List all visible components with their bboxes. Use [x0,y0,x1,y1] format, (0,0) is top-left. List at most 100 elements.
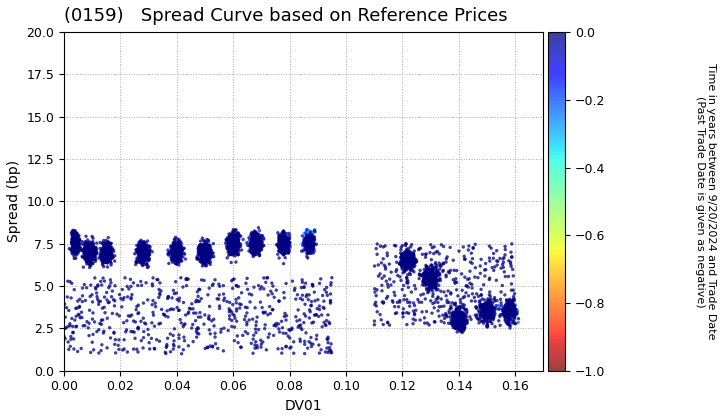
Point [100,249,112,256]
Point [457,294,469,301]
Point [169,252,181,258]
Point [283,239,294,246]
Point [167,251,179,257]
Point [138,256,149,263]
Point [451,307,462,314]
Point [97,251,109,257]
Point [227,239,238,246]
Point [86,252,98,259]
Point [487,304,498,311]
Point [282,244,293,251]
Point [479,304,490,310]
Point [454,316,465,323]
Point [275,242,287,249]
Point [71,244,83,250]
Point [429,280,441,286]
Point [421,275,433,282]
Point [451,324,463,331]
Point [199,250,210,257]
Point [66,233,78,239]
Point [449,320,460,326]
Point [483,314,495,320]
Point [480,307,492,313]
Point [169,246,181,252]
Point [400,259,412,265]
Point [253,248,265,255]
Point [131,259,143,266]
Point [100,249,112,255]
Point [420,308,432,315]
Point [233,240,245,247]
Point [134,257,145,263]
Point [226,237,238,244]
Point [230,238,241,245]
Point [401,255,413,262]
Point [278,244,289,251]
Point [99,240,110,247]
Point [429,271,441,278]
Point [104,249,116,255]
Point [276,246,288,252]
Point [138,253,150,260]
Point [454,318,465,325]
Point [197,245,209,252]
Point [421,268,433,275]
Point [426,270,437,277]
Point [226,247,238,253]
Point [224,240,235,247]
Point [450,307,462,313]
Point [479,304,490,310]
Point [251,242,263,249]
Point [99,242,110,249]
Point [86,247,98,253]
Point [71,247,82,254]
Point [454,310,466,317]
Point [305,246,317,252]
Point [76,298,88,305]
Point [227,242,238,249]
Point [140,247,152,253]
Point [102,239,113,246]
Point [278,247,289,254]
Point [502,313,513,320]
Point [135,257,146,263]
Point [251,231,263,237]
Point [277,244,289,251]
Point [223,231,235,237]
Point [194,298,205,304]
Point [233,339,244,346]
Point [168,250,179,257]
Point [227,237,238,244]
Point [277,234,289,241]
Point [405,261,417,268]
Point [404,303,415,310]
Point [477,306,489,312]
Point [382,252,393,259]
Point [402,255,413,262]
Point [258,242,269,249]
Point [141,250,153,257]
Point [401,261,413,268]
Point [103,249,114,256]
Point [71,239,83,246]
Point [225,239,237,246]
Point [71,240,83,247]
Point [197,260,209,267]
Point [66,247,78,254]
Point [231,234,243,241]
Point [171,253,183,260]
Point [227,233,238,239]
Point [171,246,182,253]
Point [245,231,256,238]
Point [279,244,290,250]
Point [249,239,261,246]
Point [136,252,148,259]
Point [451,321,463,328]
Point [300,246,312,253]
Point [397,258,408,265]
Point [418,279,430,286]
Point [125,313,136,320]
Point [84,255,96,262]
Point [302,238,314,244]
Point [422,270,433,276]
